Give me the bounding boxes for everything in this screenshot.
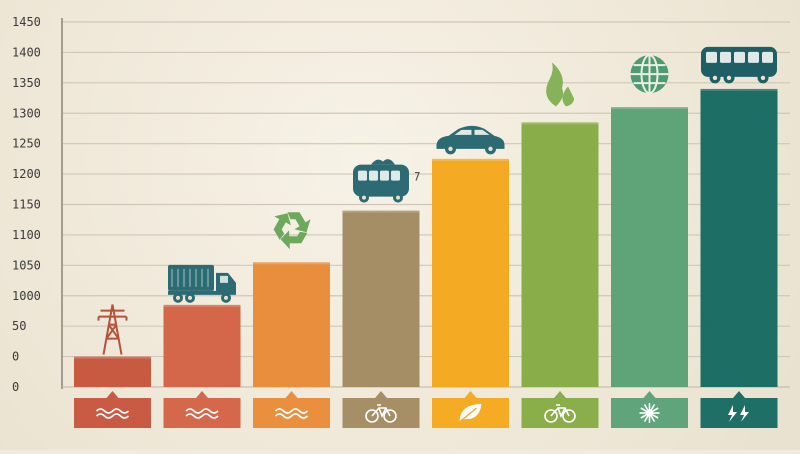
y-tick-label-0: 0 bbox=[12, 380, 19, 394]
bar-highlight-flame bbox=[521, 122, 599, 125]
category-badge-electric-bus bbox=[700, 391, 778, 428]
y-tick-label-10: 1350 bbox=[12, 76, 41, 90]
y-tick-label-1: 0 bbox=[12, 350, 19, 364]
badge-shape-flame bbox=[521, 391, 599, 428]
bar-recycling bbox=[253, 262, 330, 387]
badge-shape-electric-bus bbox=[700, 391, 778, 428]
bar-bus bbox=[342, 210, 420, 387]
category-badge-car bbox=[432, 391, 509, 428]
category-badge-globe bbox=[611, 391, 688, 428]
badge-shape-recycling bbox=[253, 391, 330, 428]
bar-highlight-car bbox=[432, 158, 509, 161]
truck-icon bbox=[168, 264, 236, 303]
y-tick-label-5: 1100 bbox=[12, 228, 41, 242]
bicycle-icon bbox=[365, 404, 397, 423]
waves-icon bbox=[95, 408, 130, 419]
power-grid-icon bbox=[97, 304, 128, 355]
y-tick-label-3: 1000 bbox=[12, 289, 41, 303]
bar-highlight-electric-bus bbox=[700, 88, 778, 91]
y-tick-label-12: 1450 bbox=[12, 15, 41, 29]
category-badge-recycling bbox=[253, 391, 330, 428]
waves-icon bbox=[185, 408, 219, 419]
y-tick-label-4: 1050 bbox=[12, 258, 41, 272]
bus-icon bbox=[353, 159, 420, 203]
globe-icon bbox=[630, 54, 669, 95]
bar-globe bbox=[611, 107, 688, 388]
leaf-icon bbox=[459, 404, 482, 423]
electric-bus-icon bbox=[701, 46, 777, 84]
y-tick-label-7: 1200 bbox=[12, 167, 41, 181]
sunburst-icon bbox=[639, 403, 660, 423]
car-icon bbox=[436, 125, 505, 155]
bicycle-icon bbox=[544, 404, 576, 423]
y-tick-label-2: 50 bbox=[12, 319, 26, 333]
badge-shape-power-grid bbox=[74, 391, 151, 428]
recycling-icon bbox=[273, 212, 311, 250]
y-tick-label-6: 1150 bbox=[12, 198, 41, 212]
bars bbox=[74, 88, 778, 388]
bar-top-icons bbox=[97, 46, 777, 355]
category-badges bbox=[74, 391, 778, 428]
bar-flame bbox=[521, 122, 599, 387]
flame-icon bbox=[546, 62, 574, 107]
bar-highlight-truck bbox=[163, 304, 241, 307]
category-badge-truck bbox=[163, 391, 241, 428]
bar-highlight-bus bbox=[342, 210, 420, 213]
bar-highlight-globe bbox=[611, 107, 688, 110]
category-badge-bus bbox=[342, 391, 420, 428]
bar-car bbox=[432, 158, 509, 387]
category-badge-power-grid bbox=[74, 391, 151, 428]
bar-highlight-power-grid bbox=[74, 356, 151, 359]
badge-shape-truck bbox=[163, 391, 241, 428]
y-tick-label-8: 1250 bbox=[12, 137, 41, 151]
bar-truck bbox=[163, 304, 241, 387]
category-badge-flame bbox=[521, 391, 599, 428]
y-tick-label-11: 1400 bbox=[12, 45, 41, 59]
bar-power-grid bbox=[74, 356, 151, 387]
bar-electric-bus bbox=[700, 88, 778, 388]
badge-shape-bus bbox=[342, 391, 420, 428]
y-tick-labels: 0 0 50 1000 1050 1100 1150 1200 1250 1300 1350 1400… bbox=[12, 15, 41, 394]
lightning-drop-icon bbox=[728, 405, 749, 422]
bar-highlight-recycling bbox=[253, 262, 330, 265]
y-tick-label-9: 1300 bbox=[12, 106, 41, 120]
waves-icon bbox=[274, 408, 309, 419]
